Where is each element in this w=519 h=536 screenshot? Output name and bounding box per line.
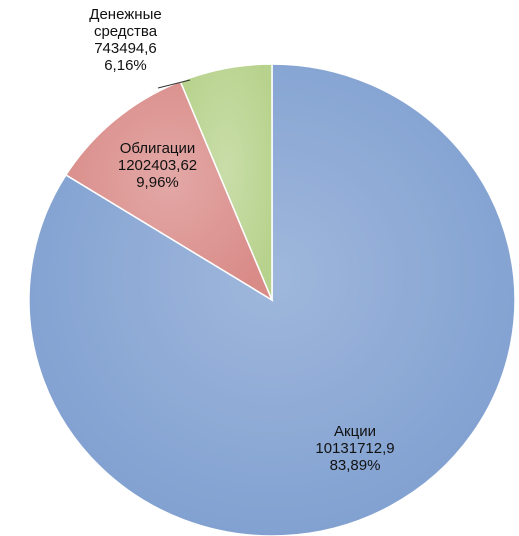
value-label: 743494,6 [94,40,157,57]
percent-label: 9,96% [136,174,179,191]
percent-label: 83,89% [329,457,381,474]
slice-label: Денежные средства 743494,6 6,16% [58,6,193,74]
value-label: 1202403,62 [117,157,198,174]
category-label: Облигации [119,140,196,157]
slice-label: Акции 10131712,9 83,89% [290,423,420,474]
value-label: 10131712,9 [315,440,395,457]
pie-slice [179,63,273,301]
slice-label: Облигации 1202403,62 9,96% [80,140,235,191]
leader-line [157,79,191,89]
category-label: Денежные средства [89,6,162,40]
percent-label: 6,16% [104,57,147,74]
category-label: Акции [334,423,376,440]
